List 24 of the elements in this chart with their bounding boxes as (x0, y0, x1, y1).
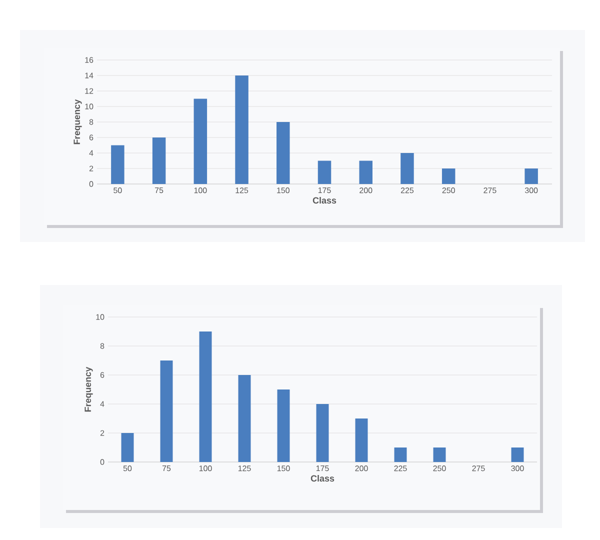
bar (355, 418, 368, 462)
y-axis-title: Frequency (74, 99, 82, 144)
bar (318, 160, 332, 184)
bar (400, 152, 414, 184)
bar (111, 145, 124, 184)
bar (199, 332, 212, 462)
bar (194, 98, 208, 184)
bar (442, 168, 456, 184)
bar (160, 360, 173, 462)
bar (121, 433, 134, 462)
bar (152, 137, 166, 184)
bar (277, 390, 290, 462)
bar (238, 375, 251, 462)
bar (433, 448, 446, 462)
bar (276, 122, 290, 184)
x-axis-title: Class (312, 196, 336, 204)
bar (359, 160, 372, 184)
bar (235, 75, 248, 184)
bar (524, 168, 538, 184)
x-axis-title: Class (310, 475, 334, 482)
bar (394, 448, 407, 462)
bar (316, 404, 329, 462)
y-axis-title: Frequency (84, 366, 93, 412)
bar (511, 448, 524, 462)
